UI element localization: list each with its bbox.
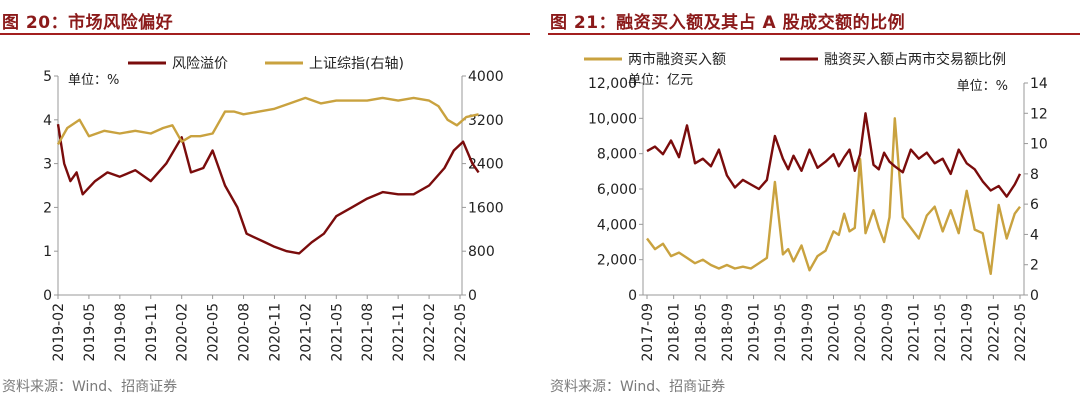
x-tick-label: 2021-09: [960, 303, 976, 362]
x-tick-label: 2017-09: [640, 303, 656, 362]
y-right-tick-label: 14: [1030, 76, 1048, 92]
y-left-tick-label: 8,000: [597, 147, 637, 163]
legend-label-1: 风险溢价: [172, 56, 228, 72]
y-right-tick-label: 0: [1030, 288, 1039, 304]
chart-title: 图 21：融资买入额及其占 A 股成交额的比例: [550, 13, 906, 33]
y-right-tick-label: 0: [468, 288, 477, 304]
x-tick-label: 2020-05: [206, 303, 222, 362]
chart-margin-financing: 0 2,000 4,000 6,000 8,000 10,000 12,000 0 2 4 6 8 10…: [584, 51, 1048, 362]
y-left-tick-label: 3: [43, 157, 52, 173]
legend: 两市融资买入额 融资买入额占两市交易额比例: [584, 51, 1006, 68]
x-tick-label: 2019-05: [82, 303, 98, 362]
series-line-1: [56, 124, 480, 255]
x-tick-label: 2020-02: [175, 303, 191, 362]
title-rule: [0, 33, 530, 35]
x-tick-label: 2021-08: [360, 303, 376, 362]
y-right-tick-label: 6: [1030, 197, 1039, 213]
x-tick-label: 2019-08: [113, 303, 129, 362]
x-tick-label: 2021-11: [391, 303, 407, 362]
y-right-tick-label: 12: [1030, 106, 1048, 122]
y-right-tick-label: 3200: [468, 113, 504, 129]
series-layer: [56, 96, 480, 255]
source-note: 资料来源：Wind、招商证券: [550, 379, 726, 395]
y-right-tick-label: 1600: [468, 200, 504, 216]
y-right-tick-label: 2: [1030, 258, 1039, 274]
series-line-2: [56, 96, 479, 145]
series-layer: [646, 112, 1022, 276]
y-left-tick-label: 2,000: [597, 253, 637, 269]
x-tick-label: 2019-01: [747, 303, 763, 362]
x-tick-label: 2018-09: [720, 303, 736, 362]
x-tick-label: 2022-02: [422, 303, 438, 362]
y-left-tick-label: 0: [628, 288, 637, 304]
x-tick-label: 2022-01: [986, 303, 1002, 362]
x-tick-label: 2019-05: [773, 303, 789, 362]
y-right-tick-label: 4: [1030, 227, 1039, 243]
legend-label-2: 融资买入额占两市交易额比例: [824, 51, 1006, 68]
y-left-tick-label: 1: [43, 244, 52, 260]
y-left-tick-label: 5: [43, 69, 52, 85]
legend-label-1: 两市融资买入额: [628, 51, 726, 68]
x-tick-label: 2018-01: [667, 303, 683, 362]
x-tick-label: 2020-01: [827, 303, 843, 362]
y-right-tick-label: 10: [1030, 137, 1048, 153]
x-tick-label: 2021-01: [906, 303, 922, 362]
x-tick-label: 2021-02: [298, 303, 314, 362]
x-tick-label: 2022-05: [453, 303, 469, 362]
y-right-tick-label: 800: [468, 244, 495, 260]
y-left-tick-label: 12,000: [588, 76, 637, 92]
legend-label-2: 上证综指(右轴): [309, 56, 404, 72]
x-tick-label: 2018-05: [693, 303, 709, 362]
y-left-tick-label: 6,000: [597, 182, 637, 198]
y-left-tick-label: 4: [43, 113, 52, 129]
x-tick-label: 2020-05: [853, 303, 869, 362]
source-note: 资料来源：Wind、招商证券: [2, 379, 178, 395]
x-tick-label: 2019-11: [144, 303, 160, 362]
x-tick-label: 2020-11: [267, 303, 283, 362]
unit-label: 单位：%: [68, 73, 119, 88]
x-tick-label: 2019-02: [51, 303, 67, 362]
panel-market-risk-appetite: 图 20：市场风险偏好 0 1 2 3 4 5 0 800 1600 2400 3200 4000 20…: [0, 0, 530, 401]
title-rule: [548, 33, 1080, 35]
x-tick-label: 2020-08: [237, 303, 253, 362]
series-line-2: [646, 112, 1022, 198]
y-right-tick-label: 8: [1030, 167, 1039, 183]
unit-label-right: 单位：%: [957, 79, 1008, 94]
x-tick-label: 2019-09: [800, 303, 816, 362]
y-left-tick-label: 0: [43, 288, 52, 304]
x-tick-label: 2021-05: [329, 303, 345, 362]
axes: 0 2,000 4,000 6,000 8,000 10,000 12,000 0 2 4 6 8 10…: [588, 76, 1048, 362]
series-line-1: [646, 117, 1021, 276]
x-tick-label: 2020-09: [880, 303, 896, 362]
unit-label-left: 单位：亿元: [628, 73, 693, 88]
y-left-tick-label: 10,000: [588, 111, 637, 127]
panel-margin-financing: 图 21：融资买入额及其占 A 股成交额的比例 0 2,000 4,000 6,000…: [548, 0, 1080, 401]
x-tick-label: 2021-05: [933, 303, 949, 362]
y-left-tick-label: 2: [43, 200, 52, 216]
legend: 风险溢价 上证综指(右轴): [128, 56, 404, 72]
chart-title: 图 20：市场风险偏好: [2, 13, 174, 33]
y-left-tick-label: 4,000: [597, 217, 637, 233]
y-right-tick-label: 4000: [468, 69, 504, 85]
x-tick-label: 2022-05: [1013, 303, 1029, 362]
